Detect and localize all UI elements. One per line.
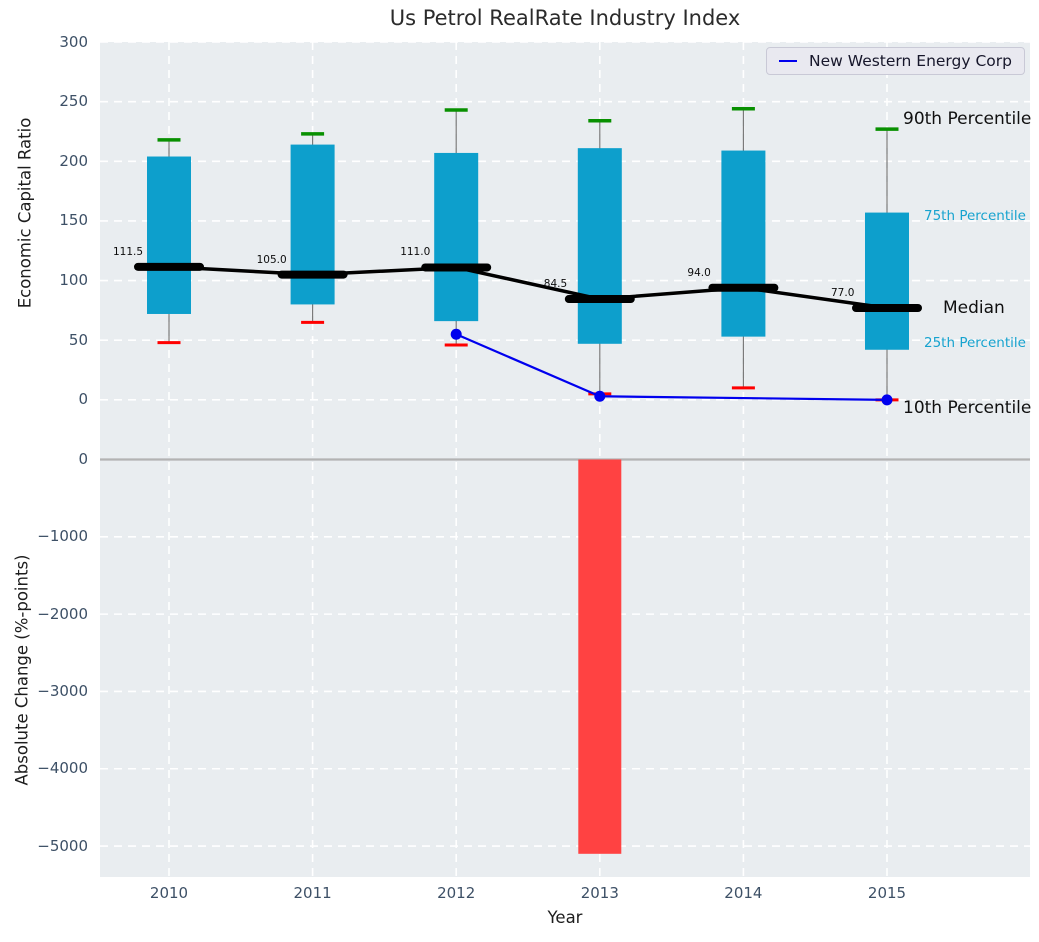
ytick-top-250: 250 xyxy=(59,92,88,111)
median-label-2011: 105.0 xyxy=(256,253,287,266)
ytick-top-300: 300 xyxy=(59,32,88,51)
legend-label: New Western Energy Corp xyxy=(809,52,1012,70)
xtick-2013: 2013 xyxy=(580,884,619,902)
ytick-top-50: 50 xyxy=(68,330,88,349)
xtick-2010: 2010 xyxy=(149,884,189,902)
ytick-bottom-−5000: −5000 xyxy=(37,836,88,855)
xtick-2014: 2014 xyxy=(724,884,763,902)
median-label-2015: 77.0 xyxy=(831,287,855,299)
legend: New Western Energy Corp xyxy=(766,47,1025,75)
box-2013 xyxy=(577,148,622,344)
company-line-marker xyxy=(881,394,893,406)
ytick-bottom-−3000: −3000 xyxy=(37,681,88,700)
ytick-top-150: 150 xyxy=(59,211,88,230)
annotation-10th-percentile: 10th Percentile xyxy=(903,398,1032,418)
annotation-25th-percentile: 25th Percentile xyxy=(924,335,1026,351)
annotation-75th-percentile: 75th Percentile xyxy=(924,208,1026,224)
box-2011 xyxy=(290,144,335,305)
annotation-90th-percentile: 90th Percentile xyxy=(903,109,1032,129)
ytick-top-200: 200 xyxy=(59,151,88,170)
y-axis-label-bottom: Absolute Change (%-points) xyxy=(12,554,32,786)
box-2015 xyxy=(865,212,909,350)
median-label-2013: 84.5 xyxy=(543,278,568,291)
xtick-2011: 2011 xyxy=(293,884,332,902)
median-label-2014: 94.0 xyxy=(687,266,711,279)
median-label-2010: 111.5 xyxy=(113,245,144,258)
ytick-bottom-−1000: −1000 xyxy=(37,527,88,546)
median-label-2012: 111.0 xyxy=(400,246,431,259)
box-2010 xyxy=(147,156,191,314)
ytick-bottom-−2000: −2000 xyxy=(37,604,88,623)
x-axis-label: Year xyxy=(547,908,583,927)
company-line-marker xyxy=(450,328,462,340)
xtick-2015: 2015 xyxy=(867,884,907,902)
ytick-bottom-−4000: −4000 xyxy=(37,759,88,778)
ytick-bottom-0: 0 xyxy=(78,450,88,468)
ytick-top-100: 100 xyxy=(59,271,88,290)
legend-line-swatch xyxy=(779,60,798,62)
annotation-median: Median xyxy=(943,298,1005,318)
ytick-top-0: 0 xyxy=(78,390,88,409)
chart-title: Us Petrol RealRate Industry Index xyxy=(389,6,741,30)
box-2012 xyxy=(434,152,479,322)
box-2014 xyxy=(721,150,766,337)
change-bar-2013 xyxy=(578,459,622,854)
xtick-2012: 2012 xyxy=(437,884,476,902)
company-line-marker xyxy=(594,390,606,402)
